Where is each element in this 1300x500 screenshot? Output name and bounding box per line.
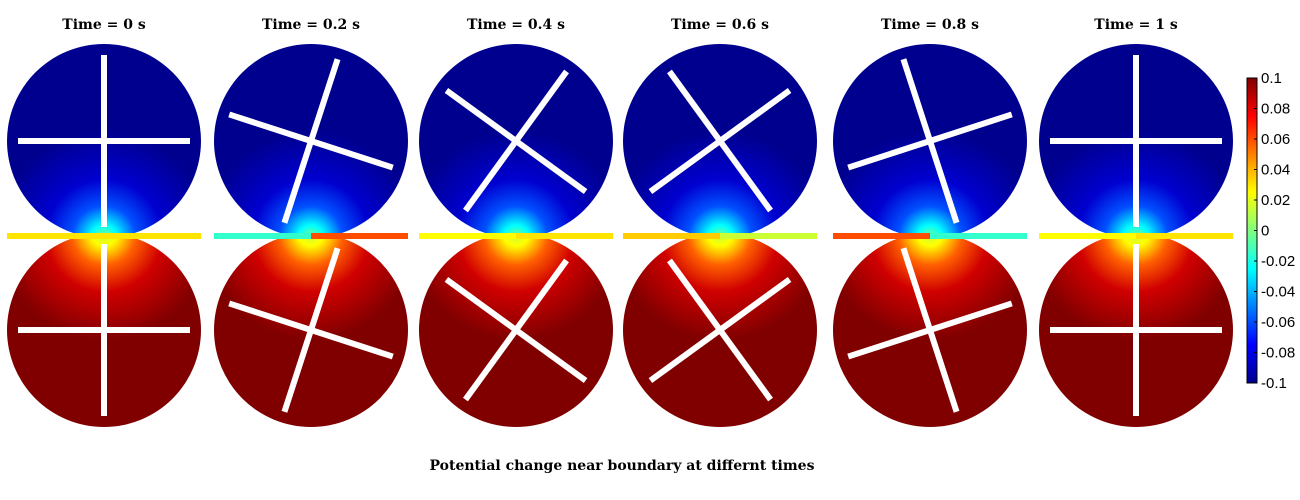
colorbar-tick-label: 0.04 [1261,162,1290,179]
bottom-cross [228,247,394,413]
frame-title: Time = 0.8 s [881,17,979,33]
bottom-cross [18,244,190,416]
colorbar-tick-label: -0.06 [1261,314,1295,331]
top-cross [18,55,190,227]
boundary-strip-left [214,233,311,239]
frame: Time = 0 s [7,17,201,427]
frame: Time = 1 s [1039,17,1233,427]
frames-layer: Time = 0 s Time = 0.2 s Time = 0.4 s Time =… [7,17,1233,427]
cross-arm-horizontal [900,58,960,224]
cross-arm-horizontal [1133,244,1139,416]
frame-title: Time = 1 s [1094,17,1178,33]
frame: Time = 0.6 s [623,17,817,427]
bottom-cross [648,258,792,402]
cross-arm-horizontal [18,327,190,333]
bottom-cross [444,258,588,402]
cross-arm-horizontal [900,247,960,413]
frame-title: Time = 0.2 s [262,17,360,33]
cross-arm-horizontal [667,69,773,213]
colorbar-tick-label: -0.08 [1261,345,1295,362]
cross-arm-horizontal [228,300,394,360]
colorbar-tick-label: -0.02 [1261,253,1295,270]
boundary-strip-left [833,233,930,239]
cross-arm-horizontal [18,138,190,144]
boundary-strip-right [930,233,1027,239]
boundary-strip-left [7,233,104,239]
boundary-strip-right [311,233,408,239]
colorbar-tick-label: 0.06 [1261,131,1290,148]
figure-caption: Potential change near boundary at differ… [429,458,815,474]
colorbar-tick-label: 0 [1261,223,1269,240]
colorbar-tick-label: 0.08 [1261,101,1290,118]
boundary-strip-right [104,233,201,239]
top-cross [228,58,394,224]
cross-arm-horizontal [444,88,588,194]
frame: Time = 0.2 s [214,17,408,427]
boundary-strip-left [419,233,516,239]
boundary-strip-right [516,233,613,239]
cross-arm-horizontal [228,111,394,171]
bottom-cross [847,247,1013,413]
top-cross [847,58,1013,224]
colorbar-tick-label: -0.04 [1261,284,1295,301]
cross-arm-horizontal [444,277,588,383]
bottom-cross [1050,244,1222,416]
colorbar-tick-label: 0.02 [1261,192,1290,209]
boundary-strip-left [623,233,720,239]
cross-arm-horizontal [1133,55,1139,227]
boundary-strip-right [1136,233,1233,239]
boundary-strip-right [720,233,817,239]
top-cross [648,69,792,213]
frame-title: Time = 0 s [62,17,146,33]
frame: Time = 0.4 s [419,17,613,427]
frame-title: Time = 0.4 s [467,17,565,33]
cross-arm-horizontal [667,258,773,402]
top-cross [444,69,588,213]
frame-title: Time = 0.6 s [671,17,769,33]
top-cross [1050,55,1222,227]
frame: Time = 0.8 s [833,17,1027,427]
colorbar: 0.1 0.08 0.06 0.04 0.02 0 -0.02 -0.04 -0.06 -0.08… [1246,70,1295,392]
colorbar-tick-label: 0.1 [1261,70,1282,87]
boundary-strip-left [1039,233,1136,239]
colorbar-tick-label: -0.1 [1261,375,1287,392]
